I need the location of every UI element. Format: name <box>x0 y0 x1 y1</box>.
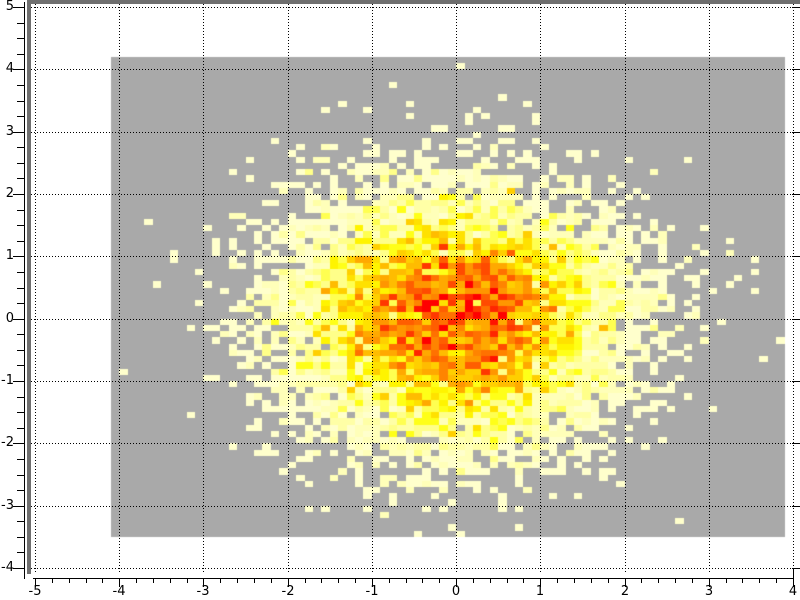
histogram-plot-area[interactable] <box>0 0 800 600</box>
plot-window: { "chart_data": { "type": "heatmap", "ti… <box>0 0 800 600</box>
